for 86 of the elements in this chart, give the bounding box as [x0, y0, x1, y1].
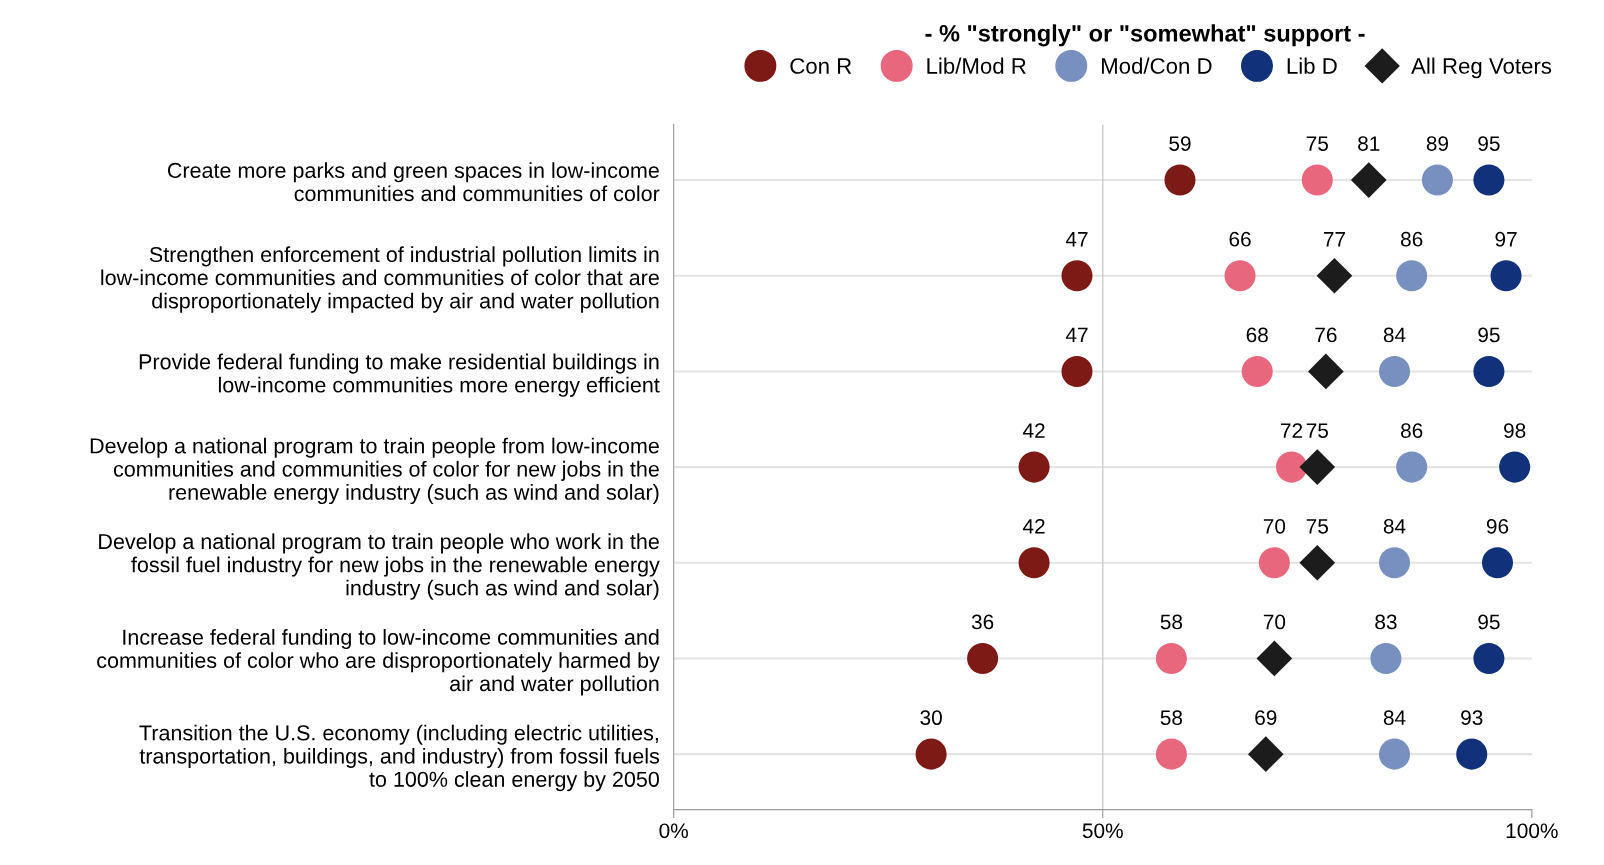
data-label: 30: [920, 710, 942, 726]
point: [1396, 260, 1428, 292]
data-label: 83: [1375, 614, 1397, 630]
y-tick-label: Create more parks and green spaces in low-income communities and communities of color: [167, 162, 660, 202]
data-label: 36: [971, 614, 994, 630]
data-label: 81: [1358, 136, 1380, 151]
data-label: 47: [1065, 327, 1088, 343]
point: [1473, 164, 1505, 196]
data-label: 76: [1315, 327, 1337, 343]
point: [1370, 642, 1402, 674]
data-label: 89: [1426, 136, 1449, 151]
point: [1316, 257, 1353, 294]
data-label: 42: [1022, 518, 1045, 534]
legend-label: Con R: [790, 58, 852, 74]
point: [1481, 547, 1514, 579]
data-label: 95: [1478, 136, 1500, 151]
data-label: 84: [1383, 710, 1406, 726]
data-label: 58: [1160, 710, 1183, 726]
y-tick-label: Increase federal funding to low-income communities and communities of color who are disproportionately harmed by air and water pollution: [97, 629, 660, 696]
data-label: 77: [1323, 232, 1345, 247]
point: [1421, 164, 1453, 196]
legend-title: - % "strongly" or "somewhat" support -: [925, 24, 1365, 47]
data-label: 68: [1246, 327, 1268, 343]
y-tick-label: Provide federal funding to make residential buildings in low-income communities more energy efficient: [139, 353, 660, 397]
point: [1350, 162, 1387, 198]
point: [1155, 642, 1187, 674]
point: [1164, 164, 1196, 196]
data-label: 75: [1306, 423, 1328, 438]
point: [1499, 451, 1531, 483]
point: [1299, 449, 1336, 485]
data-label: 86: [1401, 423, 1423, 438]
point: [1473, 355, 1505, 387]
point: [915, 738, 947, 770]
point: [1247, 736, 1284, 772]
point: [1258, 547, 1290, 579]
y-tick-label: Develop a national program to train people who work in the fossil fuel industry for new jobs in the renewable energy industry (such as wind and solar): [99, 533, 660, 600]
legend-label: All Reg Voters: [1411, 57, 1552, 79]
x-tick-label: 100%: [1506, 823, 1558, 839]
point: [1456, 738, 1488, 770]
data-label: 59: [1169, 136, 1191, 151]
legend-label: Lib D: [1287, 57, 1337, 74]
point: [1241, 355, 1273, 387]
point: [1018, 547, 1050, 579]
point: [1308, 353, 1344, 390]
data-label: 95: [1478, 327, 1500, 343]
point: [1490, 260, 1522, 292]
legend-label: Lib/Mod R: [927, 57, 1026, 74]
point: [1018, 451, 1050, 483]
data-label: 95: [1478, 614, 1500, 630]
point: [1256, 640, 1293, 677]
point: [1473, 642, 1505, 674]
data-label: 47: [1065, 232, 1088, 247]
data-label: 42: [1022, 423, 1045, 438]
point: [1299, 544, 1336, 581]
data-label: 75: [1306, 136, 1328, 151]
x-tick-label: 0%: [659, 823, 688, 839]
y-tick-label: Transition the U.S. economy (including electric utilities, transportation, buildings, and industry) from fossil fuels to 100% clean energy by 2050: [139, 724, 660, 792]
point: [1224, 260, 1256, 292]
data-label: 84: [1383, 327, 1406, 343]
y-tick-label: Develop a national program to train people from low-income communities and communities of color for new jobs in the renewable energy industry (such as wind and solar): [90, 437, 659, 505]
data-label: 98: [1504, 423, 1526, 438]
data-label: 69: [1255, 710, 1277, 726]
point: [1276, 451, 1308, 483]
point: [1155, 738, 1187, 770]
y-tick-label: Strengthen enforcement of industrial pollution limits in low-income communities and communities of color that are disproportionately impacted by air and water pollution: [101, 246, 659, 313]
data-label: 66: [1229, 231, 1251, 247]
point: [1378, 738, 1411, 770]
point: [1396, 451, 1428, 483]
data-label: 93: [1461, 710, 1483, 726]
data-label: 86: [1401, 231, 1423, 247]
point: [1061, 260, 1093, 292]
data-label: 84: [1383, 518, 1406, 534]
data-label: 72: [1281, 423, 1303, 438]
point: [1061, 355, 1093, 387]
point: [967, 642, 999, 674]
x-tick-label: 50%: [1082, 823, 1123, 839]
point: [1378, 547, 1411, 579]
legend-label: Mod/Con D: [1102, 57, 1212, 74]
point: [1378, 355, 1411, 387]
data-label: 96: [1486, 518, 1509, 534]
data-label: 97: [1495, 231, 1517, 247]
data-label: 58: [1160, 614, 1183, 630]
point: [1301, 164, 1333, 196]
data-label: 70: [1263, 614, 1286, 630]
data-label: 70: [1263, 518, 1286, 534]
data-label: 75: [1306, 519, 1328, 534]
